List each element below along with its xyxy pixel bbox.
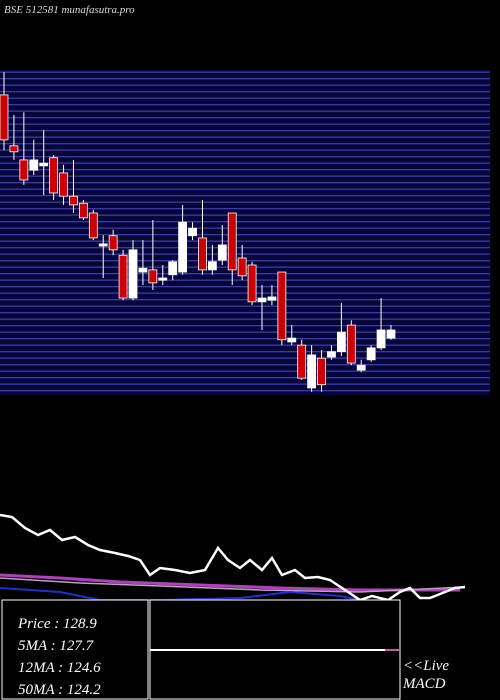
live-text: <<Live [403,658,449,674]
candle-body [188,227,197,237]
candle-body [39,162,49,167]
candle-body [267,296,277,301]
candle-body [198,237,207,271]
chart-title: BSE 512581 munafasutra.pro [4,4,135,16]
candle-body [19,159,29,181]
ma50-text: 50MA : 124.2 [18,682,101,698]
candle-body [346,324,356,364]
candle-body [88,212,98,239]
candle-body [307,354,317,389]
candle-body [158,277,168,281]
candle-body [69,195,78,206]
candle-body [217,244,227,261]
price-text: Price : 128.9 [17,616,97,632]
candle-body [49,157,59,194]
candle-body [386,329,396,339]
ma-line [0,573,460,592]
ma-line [0,587,361,601]
candle-body [128,249,138,299]
candle-body [98,243,108,247]
candle-body [237,257,247,277]
candle-body [138,267,148,273]
candle-body [257,297,267,303]
price-panel [0,70,490,395]
candle-body [277,271,287,341]
ma-line [0,577,466,593]
candle-body [78,202,88,219]
ma5-text: 5MA : 127.7 [18,638,95,654]
candle-body [227,212,237,271]
candle-body [327,351,336,358]
candle-body [178,221,188,273]
candle-body [287,337,297,343]
info-box [1,599,149,700]
candle-body [118,254,128,299]
candle-body [0,94,9,141]
candle-body [356,364,366,371]
candle-body [207,261,217,271]
macd-text: MACD [402,676,446,692]
candle-body [247,264,257,303]
candle-body [317,357,326,386]
ma12-text: 12MA : 124.6 [18,660,101,676]
price-line [0,513,466,602]
candle-body [29,159,39,171]
candle-body [168,261,178,276]
candle-body [336,331,346,353]
candle-body [297,344,307,379]
candles [0,72,396,392]
candle-body [376,329,386,349]
candle-body [148,269,158,284]
candle-body [59,172,68,197]
candle-body [108,235,118,251]
candle-body [9,145,19,153]
candle-body [366,347,376,361]
